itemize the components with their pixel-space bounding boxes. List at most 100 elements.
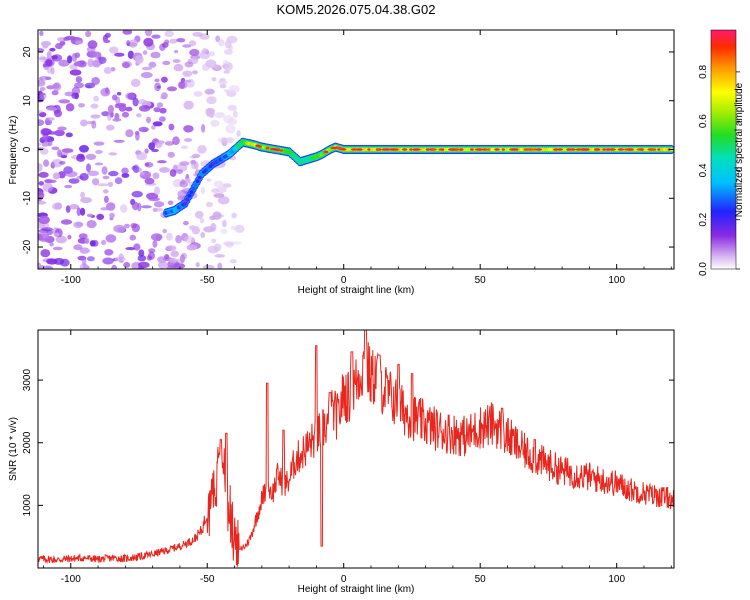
noise-blob: [107, 105, 114, 114]
noise-blob: [100, 87, 111, 97]
noise-blob: [38, 234, 43, 241]
y-tick-label: 3000: [22, 369, 33, 392]
noise-blob: [143, 37, 154, 47]
noise-blob: [199, 33, 210, 40]
noise-blob: [132, 164, 140, 174]
noise-blob: [190, 159, 197, 165]
noise-blob: [156, 102, 163, 108]
noise-blob: [74, 40, 84, 45]
noise-blob: [54, 129, 65, 137]
noise-blob: [225, 124, 236, 134]
noise-blob: [71, 92, 79, 99]
noise-blob: [38, 215, 50, 225]
noise-blob: [38, 48, 45, 53]
noise-blob: [161, 76, 168, 83]
noise-blob: [182, 79, 192, 83]
noise-blob: [69, 204, 80, 210]
noise-blob: [200, 186, 205, 195]
ridge-peak: [494, 148, 500, 151]
noise-blob: [167, 151, 175, 158]
noise-blob: [109, 212, 115, 218]
noise-blob: [137, 255, 147, 262]
noise-blob: [146, 255, 152, 261]
noise-blob: [103, 67, 112, 74]
ridge-peak: [513, 148, 519, 151]
noise-blob: [46, 258, 58, 265]
colorbar-tick-label: 0.4: [698, 163, 709, 177]
ridge-core: [189, 190, 194, 195]
noise-blob: [121, 167, 129, 175]
noise-blob: [52, 172, 61, 180]
noise-blob: [218, 80, 228, 85]
noise-blob: [142, 128, 148, 132]
noise-blob: [152, 207, 158, 213]
noise-blob: [54, 232, 60, 238]
noise-blob: [219, 83, 227, 89]
noise-blob: [220, 228, 228, 234]
ridge-peak: [258, 145, 262, 148]
noise-blob: [71, 53, 78, 62]
noise-blob: [204, 88, 215, 95]
noise-blob: [141, 66, 153, 71]
noise-blob: [104, 195, 109, 203]
noise-blob: [103, 39, 111, 43]
noise-blob: [60, 219, 73, 225]
noise-blob: [172, 59, 181, 63]
noise-blob: [134, 55, 144, 64]
noise-blob: [69, 69, 82, 76]
noise-blob: [65, 205, 71, 213]
noise-blob: [52, 83, 60, 89]
noise-blob: [162, 228, 167, 234]
snr-frame: [37, 329, 675, 569]
noise-blob: [41, 128, 52, 136]
noise-blob: [153, 201, 165, 208]
noise-blob: [223, 49, 233, 55]
ridge-peak: [535, 148, 543, 151]
noise-blob: [157, 160, 167, 164]
x-tick-label: -50: [200, 275, 215, 286]
ridge-peak: [274, 148, 281, 152]
noise-blob: [76, 154, 86, 162]
noise-blob: [91, 77, 100, 85]
noise-blob: [46, 106, 58, 112]
colorbar-gradient: [710, 29, 737, 270]
noise-blob: [222, 183, 232, 188]
noise-blob: [206, 96, 217, 105]
ridge-peak: [413, 148, 421, 151]
ridge-peak: [459, 148, 464, 151]
noise-blob: [236, 130, 241, 137]
noise-blob: [114, 177, 123, 185]
noise-blob: [148, 197, 160, 202]
noise-blob: [164, 30, 174, 37]
noise-blob: [197, 145, 207, 154]
noise-blob: [92, 178, 100, 186]
noise-blob: [49, 47, 56, 52]
noise-blob: [38, 265, 47, 269]
noise-blob: [56, 149, 63, 158]
noise-blob: [151, 125, 156, 130]
noise-blob: [159, 116, 166, 122]
noise-blob: [57, 126, 67, 131]
noise-blob: [218, 39, 225, 47]
ridge-peak: [617, 148, 625, 151]
noise-blob: [144, 148, 149, 154]
noise-blob: [183, 125, 194, 133]
noise-blob: [223, 70, 230, 74]
noise-blob: [89, 240, 96, 247]
noise-blob: [222, 219, 227, 228]
noise-blob: [162, 60, 171, 66]
noise-blob: [95, 149, 103, 154]
noise-blob: [122, 30, 133, 35]
noise-blob: [227, 118, 238, 126]
ridge-peak: [431, 148, 437, 151]
noise-blob: [170, 250, 180, 258]
ridge-core: [185, 197, 190, 202]
noise-blob: [86, 213, 93, 218]
noise-blob: [146, 116, 151, 124]
x-tick-label: -100: [61, 574, 81, 585]
noise-blob: [116, 91, 122, 96]
x-tick-label: 100: [608, 574, 625, 585]
noise-blob: [43, 159, 50, 167]
noise-blob: [93, 95, 100, 102]
